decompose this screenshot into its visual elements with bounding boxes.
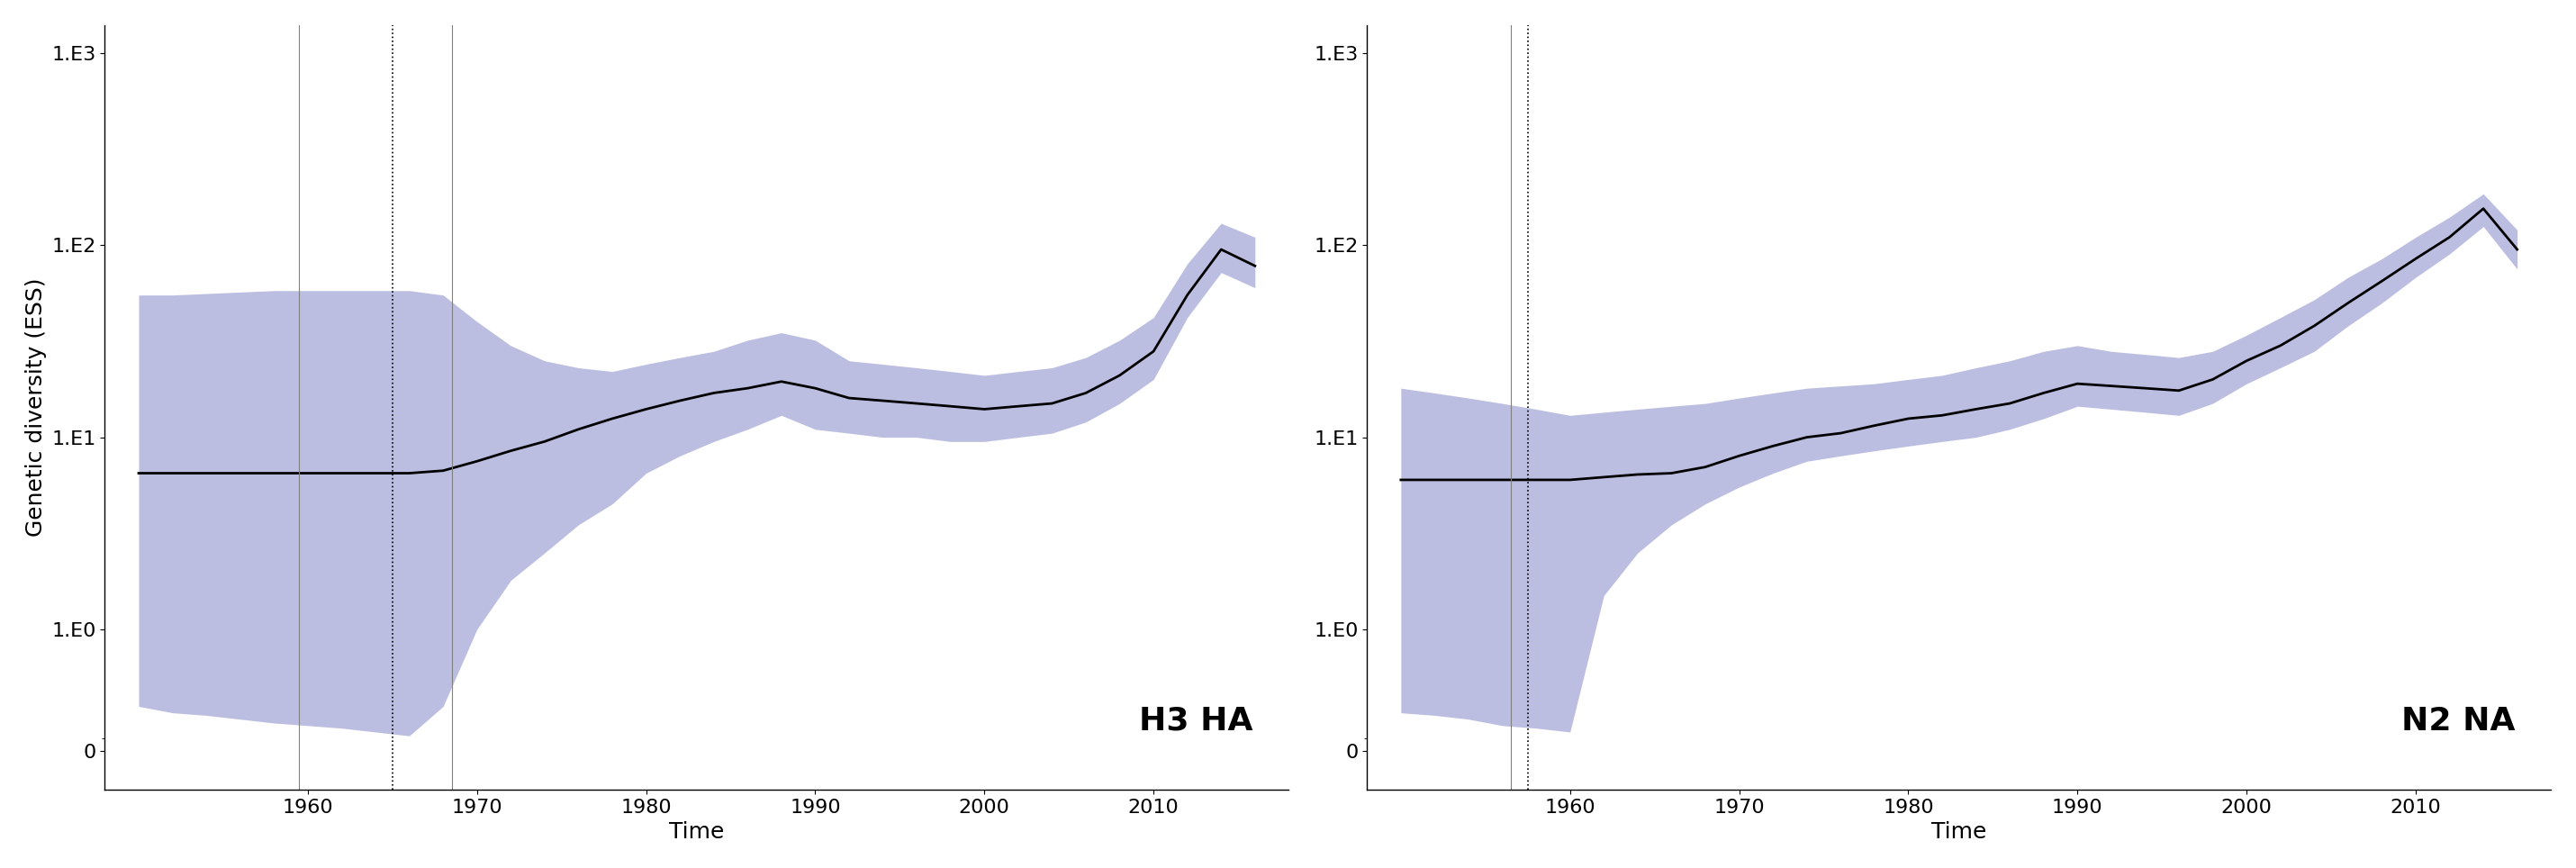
X-axis label: Time: Time [1932, 821, 1986, 843]
Y-axis label: Genetic diversity (ESS): Genetic diversity (ESS) [26, 278, 46, 536]
X-axis label: Time: Time [670, 821, 724, 843]
Text: H3 HA: H3 HA [1139, 706, 1255, 736]
Text: N2 NA: N2 NA [2401, 706, 2517, 736]
